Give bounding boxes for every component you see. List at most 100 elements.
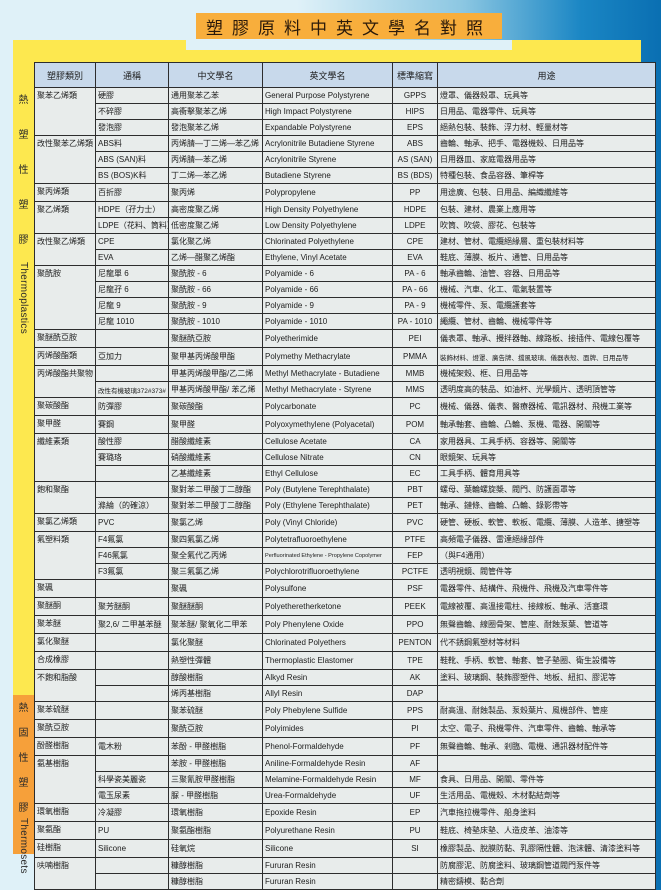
chinese-name-cell: 醇酸樹脂 [168, 669, 263, 686]
uses-cell: 硬管、硬板、軟管、軟板、電纜、薄膜、人造革、搪塑等 [437, 513, 656, 532]
table-row: 尼龍 1010 聚酰胺 - 1010 Polyamide - 1010 PA - 10… [35, 313, 656, 330]
chinese-name-cell: 聚對苯二甲酸丁二醇酯 [168, 481, 263, 498]
chinese-name-cell: 甲基丙烯酸甲酯/乙二烯 [168, 365, 263, 382]
uses-cell: 機械架殼、框、日用品等 [437, 365, 656, 382]
abbreviation-cell: PF [392, 737, 438, 756]
table-row: BS (BOS)K料 丁二烯—苯乙烯 Butadiene Styrene BS (BD… [35, 167, 656, 184]
table-body: 聚苯乙烯類 硬膠 通用聚苯乙苯 General Purpose Polystyrene… [34, 87, 656, 890]
category-cell: 聚氨酯 [34, 821, 96, 840]
abbreviation-cell: PMMA [392, 347, 438, 366]
table-row: 改性聚乙烯類 CPE 氯化聚乙烯 Chlorinated Polyethylene CP… [34, 233, 656, 266]
abbreviation-cell: PC [392, 397, 438, 416]
table-row: EVA 乙烯—醋聚乙烯酯 Ethylene, Vinyl Acetate EVA 鞋底、… [35, 249, 656, 266]
english-name-cell: Chlorinated Polyethylene [262, 233, 393, 250]
table-row: 氨基樹脂 苯胺 - 甲醛樹脂 Aniline-Formaldehyde Resin A… [34, 755, 656, 804]
chinese-name-cell: 聚醚醚酮 [168, 597, 263, 616]
chinese-name-cell: 聚對苯二甲酸丁二醇酯 [168, 497, 263, 514]
abbreviation-cell: MMS [392, 381, 438, 398]
category-cell: 聚醚酮 [34, 597, 96, 616]
page-title: 塑膠原料中英文學名對照 [196, 13, 502, 39]
abbreviation-cell: PP [392, 183, 438, 202]
table-row: 聚氯乙烯類 PVC 聚氯乙烯 Poly (Vinyl Chloride) PVC 硬管、硬… [34, 513, 656, 532]
common-name-cell [95, 669, 169, 686]
common-name-cell: 硬膠 [95, 87, 169, 104]
common-name-cell: 賽璐珞 [95, 449, 169, 466]
abbreviation-cell: DAP [392, 685, 438, 702]
table-row: 丙烯酸酯類 亞加力 聚甲基丙烯酸甲酯 Polymethy Methacrylate PM… [34, 347, 656, 366]
uses-cell: 橡膠製品、脫膜防黏、乳膠隔性體、泡沫體、清漆塗料等 [437, 839, 656, 858]
common-name-cell: 賽鋼 [95, 415, 169, 434]
chinese-name-cell: 糠醇樹脂 [168, 857, 263, 874]
common-name-cell [95, 365, 169, 382]
common-name-cell: CPE [95, 233, 169, 250]
table-row: 聚碳酸酯 防彈膠 聚碳酸酯 Polycarbonate PC 機械、儀器、儀表、醫療器械、… [34, 397, 656, 416]
chinese-name-cell: 聚苯醚/ 聚氧化二甲苯 [168, 615, 263, 634]
abbreviation-cell: FEP [392, 547, 438, 564]
uses-cell: 機械零件、泵、電纜護套等 [437, 297, 656, 314]
chinese-name-cell: 三聚氰胺甲醛樹脂 [168, 771, 263, 788]
common-name-cell: 尼龍孖 6 [95, 281, 169, 298]
abbreviation-cell: AF [392, 755, 438, 772]
abbreviation-cell: POM [392, 415, 438, 434]
table-row: 乙基纖維素 Ethyl Cellulose EC 工具手柄、體育用具等 [35, 465, 656, 482]
chinese-name-cell: 聚甲基丙烯酸甲酯 [168, 347, 263, 366]
uses-cell: 電線被覆、高溫接電柱、接線板、軸承、活塞環 [437, 597, 656, 616]
abbreviation-cell: PTFE [392, 531, 438, 548]
header-category: 塑膠類別 [34, 62, 96, 88]
category-cell: 酚醛樹脂 [34, 737, 96, 756]
uses-cell: 用途廣、包裝、日用品、編織纖維等 [437, 183, 656, 202]
english-name-cell: Polyamide - 66 [262, 281, 393, 298]
category-cell: 氯化聚醚 [34, 633, 96, 652]
table-row: 不碎膠 高衝擊聚苯乙烯 High Impact Polystyrene HIPS 日用品… [35, 103, 656, 120]
category-cell: 聚苯醚 [34, 615, 96, 634]
abbreviation-cell: PI [392, 719, 438, 738]
chinese-name-cell: 苯胺 - 甲醛樹脂 [168, 755, 263, 772]
common-name-cell: 滌綸（的確涼） [95, 497, 169, 514]
chinese-name-cell: 氯化聚醚 [168, 633, 263, 652]
common-name-cell [95, 719, 169, 738]
abbreviation-cell: PEEK [392, 597, 438, 616]
table-row: 聚氨酯 PU 聚氨酯樹脂 Polyurethane Resin PU 鞋底、椅墊床墊、人造… [34, 821, 656, 840]
thermoplastics-band: 熱 塑 性 塑 膠 Thermoplastics [13, 87, 34, 695]
chinese-name-cell: 丙烯腈—苯乙烯 [168, 151, 263, 168]
category-cell: 纖維素類 [34, 433, 96, 482]
uses-cell: 軸承軸套、齒輪、凸輪、泵機、電器、開關等 [437, 415, 656, 434]
common-name-cell: 發泡膠 [95, 119, 169, 136]
chinese-name-cell: 高密度聚乙烯 [168, 201, 263, 218]
common-name-cell: F46氟氯 [95, 547, 169, 564]
abbreviation-cell: MF [392, 771, 438, 788]
english-name-cell: Polyurethane Resin [262, 821, 393, 840]
common-name-cell: F4氟氯 [95, 531, 169, 548]
english-name-cell: Polymethy Methacrylate [262, 347, 393, 366]
english-name-cell: Methyl Methacrylate - Styrene [262, 381, 393, 398]
band-char: 熱 [18, 95, 29, 106]
uses-cell: 繩纜、管材、齒輪、機械零件等 [437, 313, 656, 330]
abbreviation-cell: AK [392, 669, 438, 686]
chinese-name-cell: 乙烯—醋聚乙烯酯 [168, 249, 263, 266]
english-name-cell: General Purpose Polystyrene [262, 87, 393, 104]
uses-cell: 軸承齒輪、油管、容器、日用品等 [437, 265, 656, 282]
english-name-cell: Poly Phenylene Oxide [262, 615, 393, 634]
table-row: ABS (SAN)料 丙烯腈—苯乙烯 Acrylonitrile Styrene AS… [35, 151, 656, 168]
uses-cell: 儀表罩、軸承、攪拌器軸、線路板、接插件、電線包覆等 [437, 329, 656, 348]
table-row: 滌綸（的確涼） 聚對苯二甲酸丁二醇酯 Poly (Ethylene Terephth… [35, 497, 656, 514]
abbreviation-cell: HIPS [392, 103, 438, 120]
category-cell: 聚苯乙烯類 [34, 87, 96, 136]
english-name-cell: Alkyd Resin [262, 669, 393, 686]
category-cell: 改性聚乙烯類 [34, 233, 96, 266]
common-name-cell: 亞加力 [95, 347, 169, 366]
chinese-name-cell: 聚苯硫醚 [168, 701, 263, 720]
english-name-cell: Phenol-Formaldehyde [262, 737, 393, 756]
abbreviation-cell: HDPE [392, 201, 438, 218]
english-name-cell: Thermoplastic Elastomer [262, 651, 393, 670]
category-cell: 丙烯酸酯類 [34, 347, 96, 366]
abbreviation-cell: LDPE [392, 217, 438, 234]
abbreviation-cell: PPO [392, 615, 438, 634]
header-abbreviation: 標準縮寫 [392, 62, 438, 88]
abbreviation-cell [392, 873, 438, 890]
chinese-name-cell: 苯酚 - 甲醛樹脂 [168, 737, 263, 756]
abbreviation-cell: PVC [392, 513, 438, 532]
chinese-name-cell: 丙烯腈—丁二烯—苯乙烯 [168, 135, 263, 152]
table-row: 飽和聚酯 聚對苯二甲酸丁二醇酯 Poly (Butylene Terephthala… [34, 481, 656, 514]
table-row: 氯化聚醚 氯化聚醚 Chlorinated Polyethers PENTON 代不銹鋼… [34, 633, 656, 652]
